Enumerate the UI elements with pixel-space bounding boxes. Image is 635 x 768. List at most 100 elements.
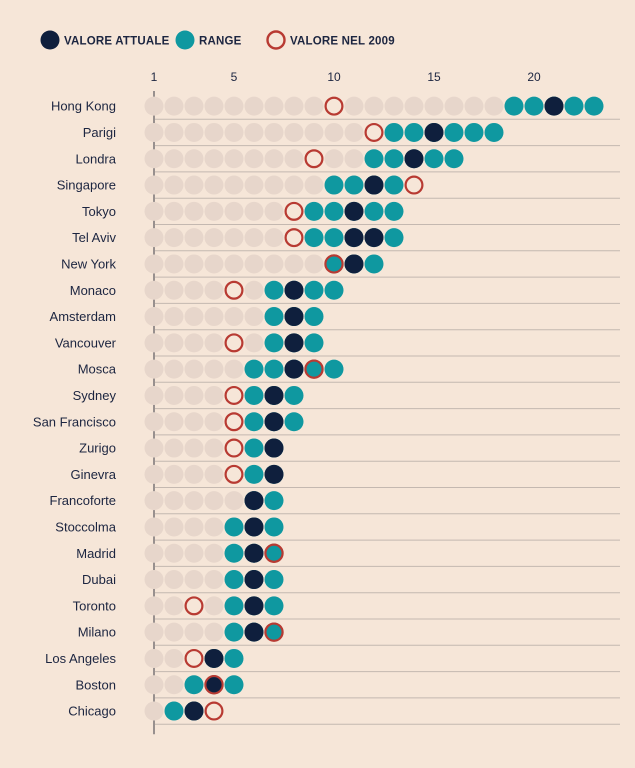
ghost-dot xyxy=(184,517,204,537)
marker-2009 xyxy=(264,543,284,563)
ghost-dot xyxy=(264,122,284,142)
ghost-dot xyxy=(164,175,184,195)
range-dot xyxy=(384,175,404,195)
range-dot xyxy=(324,254,344,274)
ghost-dot xyxy=(204,175,224,195)
row-toronto: Toronto xyxy=(73,592,620,616)
x-tick-label: 10 xyxy=(327,70,341,84)
ghost-dot xyxy=(144,96,164,116)
ghost-dot xyxy=(144,412,164,432)
current-dot xyxy=(364,175,384,195)
city-label: Toronto xyxy=(73,598,116,613)
current-dot xyxy=(244,491,264,511)
ghost-dot xyxy=(184,438,204,458)
range-dot xyxy=(224,622,244,642)
ghost-dot xyxy=(344,122,364,142)
ghost-dot xyxy=(164,543,184,563)
range-dot xyxy=(244,412,264,432)
x-tick-label: 20 xyxy=(527,70,541,84)
marker-2009-bg xyxy=(184,596,204,616)
range-dot xyxy=(264,570,284,590)
city-label: Zurigo xyxy=(79,441,116,456)
city-label: Londra xyxy=(76,151,117,166)
row-chicago: Chicago xyxy=(68,697,620,721)
city-label: Ginevra xyxy=(70,467,116,482)
ghost-dot xyxy=(144,333,164,353)
range-dot xyxy=(244,438,264,458)
ghost-dot xyxy=(184,622,204,642)
range-dot xyxy=(304,359,324,379)
range-dot xyxy=(264,543,284,563)
marker-2009 xyxy=(224,464,244,484)
marker-2009-bg xyxy=(324,96,344,116)
range-dot xyxy=(304,228,324,248)
ghost-dot xyxy=(164,96,184,116)
ghost-dot xyxy=(184,333,204,353)
ghost-dot xyxy=(184,464,204,484)
ghost-dot xyxy=(164,622,184,642)
ghost-dot xyxy=(144,359,164,379)
range-dot xyxy=(264,517,284,537)
ghost-dot xyxy=(204,570,224,590)
ghost-dot xyxy=(164,491,184,511)
range-dot xyxy=(384,201,404,221)
ghost-dot xyxy=(144,622,164,642)
ghost-dot xyxy=(264,149,284,169)
current-dot xyxy=(284,359,304,379)
ghost-dot xyxy=(184,570,204,590)
marker-2009-bg xyxy=(184,648,204,668)
current-dot xyxy=(244,596,264,616)
ghost-dot xyxy=(244,122,264,142)
marker-2009-bg xyxy=(284,201,304,221)
ghost-dot xyxy=(304,254,324,274)
ghost-dot xyxy=(304,96,324,116)
range-dot xyxy=(584,96,604,116)
ghost-dot xyxy=(144,201,164,221)
ghost-dot xyxy=(164,385,184,405)
marker-2009 xyxy=(184,648,204,668)
range-dot xyxy=(304,201,324,221)
range-dot xyxy=(424,149,444,169)
range-dot xyxy=(224,517,244,537)
current-dot xyxy=(344,228,364,248)
ghost-dot xyxy=(164,228,184,248)
ghost-dot xyxy=(384,96,404,116)
ghost-dot xyxy=(204,438,224,458)
ghost-dot xyxy=(184,491,204,511)
ghost-dot xyxy=(164,122,184,142)
ghost-dot xyxy=(284,149,304,169)
x-tick-label: 5 xyxy=(231,70,238,84)
ghost-dot xyxy=(144,385,164,405)
ghost-dot xyxy=(244,96,264,116)
ghost-dot xyxy=(264,228,284,248)
range-dot xyxy=(304,333,324,353)
row-new-york: New York xyxy=(61,250,620,274)
row-sydney: Sydney xyxy=(73,381,620,405)
ghost-dot xyxy=(284,254,304,274)
ghost-dot xyxy=(144,149,164,169)
marker-2009 xyxy=(224,385,244,405)
range-dot xyxy=(224,596,244,616)
ghost-dot xyxy=(184,359,204,379)
current-dot xyxy=(284,333,304,353)
city-label: Sydney xyxy=(73,388,117,403)
ghost-dot xyxy=(224,122,244,142)
x-axis-ticks: 1 5 10 15 20 xyxy=(151,70,541,84)
ghost-dot xyxy=(184,412,204,432)
marker-2009 xyxy=(324,96,344,116)
city-label: Dubai xyxy=(82,572,116,587)
row-londra: Londra xyxy=(76,145,620,169)
ghost-dot xyxy=(284,175,304,195)
ghost-dot xyxy=(184,280,204,300)
range-dot xyxy=(244,464,264,484)
ghost-dot xyxy=(204,622,224,642)
ghost-dot xyxy=(144,122,164,142)
marker-2009-bg xyxy=(224,464,244,484)
range-dot xyxy=(324,359,344,379)
city-label: Amsterdam xyxy=(50,309,116,324)
range-dot xyxy=(304,307,324,327)
current-dot xyxy=(284,307,304,327)
ghost-dot xyxy=(204,201,224,221)
ghost-dot xyxy=(164,464,184,484)
ghost-dot xyxy=(164,307,184,327)
